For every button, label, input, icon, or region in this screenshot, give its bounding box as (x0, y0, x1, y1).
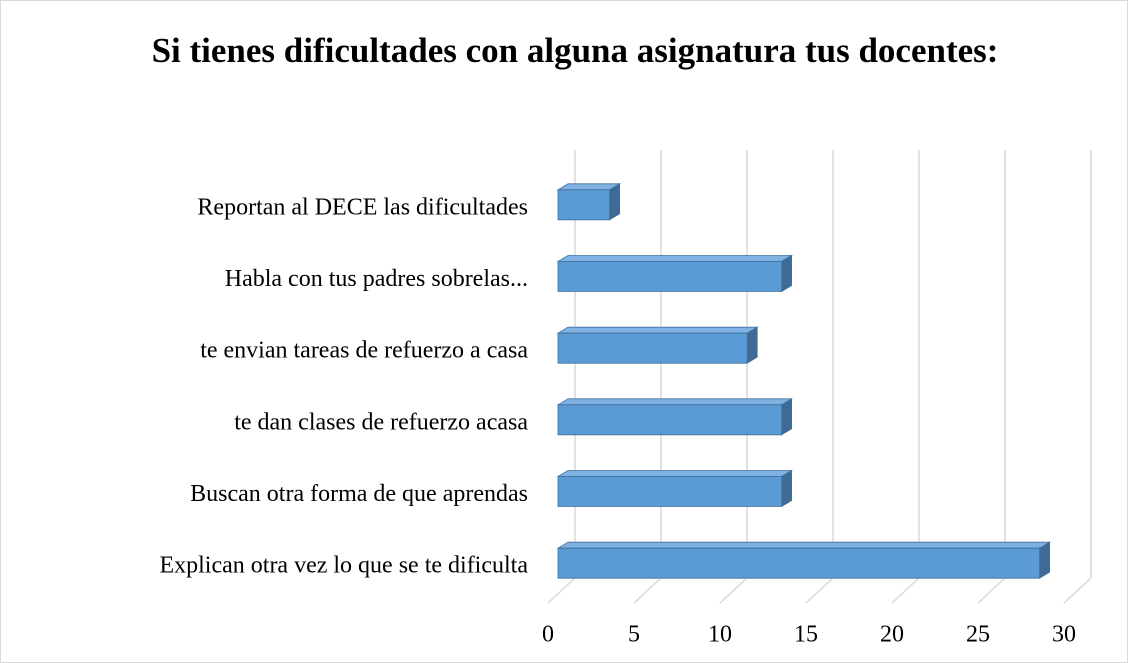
chart-title: Si tienes dificultades con alguna asigna… (151, 31, 999, 70)
bar (556, 326, 759, 364)
y-tick-label: Reportan al DECE las dificultades (197, 194, 528, 220)
floor-line (1063, 577, 1092, 604)
bar-top (556, 398, 794, 406)
bar (556, 469, 794, 508)
floor-line (719, 577, 748, 604)
y-tick-label: Habla con tus padres sobrelas... (225, 266, 528, 292)
bar (556, 254, 794, 293)
bar-top (556, 255, 794, 262)
x-tick-label: 0 (542, 622, 554, 648)
y-tick-label: Explican otra vez lo que se te dificulta (159, 553, 528, 579)
floor-line (633, 577, 662, 604)
bar (556, 183, 622, 221)
bar-side (781, 254, 792, 293)
bar-side (781, 469, 792, 508)
y-tick-label: te envian tareas de refuerzo a casa (200, 338, 528, 364)
floor-line (547, 577, 576, 604)
bar-front (557, 547, 1040, 579)
bar-front (557, 476, 782, 507)
x-tick-label: 15 (794, 622, 818, 648)
floor-line (805, 577, 834, 604)
y-tick-label: te dan clases de refuerzo acasa (234, 409, 528, 435)
bar-front (557, 261, 782, 292)
floor-line (977, 577, 1006, 604)
x-tick-label: 30 (1052, 622, 1076, 648)
bar-top (556, 541, 1052, 549)
bar-side (781, 398, 792, 436)
bar-top (556, 470, 794, 477)
x-tick-label: 25 (966, 622, 990, 648)
floor-line (891, 577, 920, 604)
y-tick-label: Buscan otra forma de que aprendas (190, 481, 528, 507)
bar-front (557, 404, 782, 436)
bar-side (1039, 541, 1050, 579)
bar (556, 541, 1052, 579)
x-tick-label: 5 (628, 622, 640, 648)
bar-side (609, 183, 620, 221)
x-tick-label: 10 (708, 622, 732, 648)
x-tick-label: 20 (880, 622, 904, 648)
bar-top (556, 326, 759, 334)
bar-front (557, 189, 610, 221)
bar-front (557, 332, 748, 364)
bar-side (746, 326, 758, 364)
bar (556, 398, 794, 436)
